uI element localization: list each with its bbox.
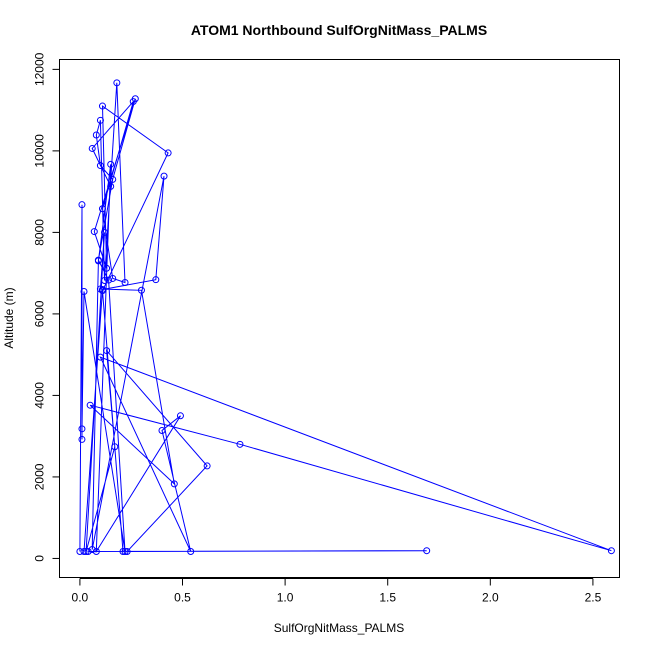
y-tick-label: 10000 bbox=[33, 134, 47, 168]
data-point bbox=[98, 205, 106, 213]
data-point bbox=[423, 547, 431, 555]
data-point bbox=[96, 162, 104, 170]
data-point bbox=[121, 279, 129, 287]
y-tick-label: 6000 bbox=[33, 300, 47, 327]
chart-title: ATOM1 Northbound SulfOrgNitMass_PALMS bbox=[191, 22, 487, 38]
data-point bbox=[137, 286, 145, 294]
data-point bbox=[103, 264, 111, 272]
data-point bbox=[105, 276, 113, 284]
data-point bbox=[80, 548, 88, 556]
data-point bbox=[82, 548, 90, 556]
data-point bbox=[101, 228, 109, 236]
data-point bbox=[164, 149, 172, 157]
data-point bbox=[203, 462, 211, 470]
data-point bbox=[158, 426, 166, 434]
y-tick-label: 8000 bbox=[33, 219, 47, 246]
x-axis-label: SulfOrgNitMass_PALMS bbox=[274, 621, 404, 635]
data-point bbox=[92, 131, 100, 139]
data-point bbox=[103, 347, 111, 355]
data-point bbox=[96, 116, 104, 124]
data-point bbox=[113, 79, 121, 87]
data-point bbox=[121, 548, 129, 556]
y-axis-label: Altitude (m) bbox=[2, 287, 16, 348]
data-point bbox=[88, 545, 96, 553]
y-tick-label: 2000 bbox=[33, 463, 47, 490]
data-point bbox=[101, 276, 109, 284]
data-point bbox=[98, 285, 106, 293]
data-point bbox=[111, 443, 119, 451]
data-series bbox=[76, 79, 615, 556]
y-tick-label: 12000 bbox=[33, 52, 47, 86]
data-point bbox=[107, 160, 115, 168]
data-point bbox=[78, 435, 86, 443]
data-point bbox=[86, 401, 94, 409]
data-point bbox=[170, 480, 178, 488]
data-point bbox=[152, 276, 160, 284]
data-point bbox=[160, 172, 168, 180]
data-point bbox=[88, 144, 96, 152]
x-tick-label: 0.5 bbox=[174, 591, 191, 605]
data-point bbox=[96, 353, 104, 361]
data-point bbox=[78, 425, 86, 433]
data-point bbox=[131, 95, 139, 103]
data-point bbox=[78, 201, 86, 209]
x-axis: 0.0 0.5 1.0 1.5 2.0 2.5 bbox=[72, 578, 602, 605]
series-line bbox=[79, 82, 612, 554]
data-point bbox=[607, 547, 615, 555]
data-point bbox=[107, 182, 115, 190]
data-point bbox=[176, 412, 184, 420]
data-point bbox=[236, 440, 244, 448]
data-point bbox=[98, 102, 106, 110]
x-tick-label: 2.0 bbox=[482, 591, 499, 605]
y-tick-label: 0 bbox=[33, 555, 47, 562]
data-point bbox=[123, 548, 131, 556]
data-point bbox=[80, 287, 88, 295]
data-point bbox=[109, 175, 117, 183]
data-point bbox=[84, 548, 92, 556]
data-point bbox=[94, 257, 102, 265]
x-tick-label: 1.0 bbox=[277, 591, 294, 605]
y-tick-label: 4000 bbox=[33, 382, 47, 409]
data-point bbox=[109, 274, 117, 282]
data-point bbox=[90, 228, 98, 236]
x-tick-label: 1.5 bbox=[379, 591, 396, 605]
data-point bbox=[119, 548, 127, 556]
x-tick-label: 2.5 bbox=[585, 591, 602, 605]
data-point bbox=[187, 548, 195, 556]
x-tick-label: 0.0 bbox=[72, 591, 89, 605]
y-axis: 0 2000 4000 6000 8000 10000 12000 bbox=[33, 52, 60, 562]
data-point bbox=[92, 548, 100, 556]
